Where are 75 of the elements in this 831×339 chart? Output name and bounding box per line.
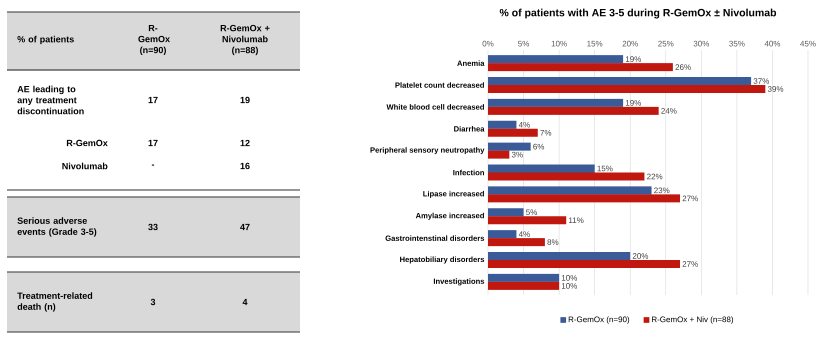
bar — [488, 106, 659, 115]
text: % of patients — [17, 36, 74, 44]
bar — [488, 282, 560, 290]
x-tick-label: 30% — [694, 40, 710, 46]
text: Treatment-related death (n) — [17, 292, 92, 312]
x-tick-label: 10% — [552, 40, 567, 46]
data-label: 19% — [626, 100, 642, 106]
bar — [488, 76, 752, 85]
data-label: 4% — [518, 231, 530, 237]
data-label: 24% — [661, 108, 677, 114]
data-label: 39% — [768, 86, 784, 92]
bar — [488, 194, 680, 202]
bar — [488, 238, 545, 246]
bar — [488, 164, 595, 172]
data-label: 11% — [569, 217, 584, 224]
data-label: 26% — [675, 64, 691, 70]
bar — [488, 142, 531, 151]
text: AE leading to any treatment discontinuation — [17, 86, 84, 114]
bar — [488, 216, 566, 224]
data-label: 37% — [754, 78, 770, 84]
bar — [488, 55, 624, 64]
bar — [488, 230, 516, 238]
text: 17 — [148, 140, 158, 146]
data-label: 23% — [654, 188, 670, 194]
bar — [488, 63, 673, 72]
text: 4 — [242, 298, 248, 306]
data-label: 20% — [632, 253, 648, 259]
x-tick-label: 25% — [658, 40, 674, 46]
bar — [488, 208, 524, 216]
bar — [488, 128, 538, 137]
bar — [488, 98, 624, 107]
text: R-GemOx — [66, 140, 108, 146]
data-label: 3% — [512, 152, 523, 158]
x-tick-label: 0% — [482, 40, 494, 46]
data-label: 6% — [533, 144, 544, 150]
data-label: 19% — [626, 56, 642, 62]
bar — [488, 274, 560, 282]
x-tick-label: 5% — [518, 40, 530, 46]
x-tick-label: 15% — [587, 40, 602, 46]
data-label: 8% — [547, 239, 558, 245]
data-label: 4% — [518, 122, 530, 128]
text: 19 — [240, 96, 250, 104]
text: 3 — [150, 298, 156, 306]
text: 17 — [148, 96, 158, 104]
data-label: 10% — [562, 283, 578, 289]
data-label: 7% — [540, 130, 552, 136]
text: 16 — [240, 162, 250, 170]
data-label: 27% — [682, 261, 698, 267]
text: Serious adverse events (Grade 3-5) — [17, 217, 96, 237]
bar — [488, 172, 644, 180]
x-tick-label: 35% — [729, 40, 745, 46]
text: R-GemOx (n=90) — [138, 24, 170, 56]
bar — [488, 252, 630, 260]
bar — [488, 186, 652, 194]
x-tick-label: 45% — [800, 40, 816, 46]
data-label: 5% — [526, 209, 538, 216]
text: 12 — [240, 140, 250, 146]
bar — [488, 120, 516, 129]
legend-label: R-GemOx + Niv (n=88) — [652, 316, 734, 324]
text: Nivolumab — [62, 162, 108, 170]
text: 47 — [240, 224, 250, 230]
data-label: 15% — [597, 166, 613, 172]
data-label: 27% — [682, 196, 698, 202]
x-tick-label: 40% — [764, 40, 780, 46]
legend-label: R-GemOx (n=90) — [568, 316, 630, 324]
bar — [488, 260, 680, 268]
data-label: 22% — [647, 174, 662, 180]
text: R-GemOx + Nivolumab (n=88) — [220, 24, 270, 56]
data-label: 10% — [562, 275, 578, 281]
chart-title: % of patients with AE 3-5 during R-GemOx ± Nivolumab — [500, 8, 776, 18]
text: - — [152, 164, 154, 166]
x-tick-label: 20% — [622, 40, 638, 46]
text: 33 — [148, 224, 158, 230]
bar — [488, 150, 510, 159]
bar — [488, 84, 766, 93]
